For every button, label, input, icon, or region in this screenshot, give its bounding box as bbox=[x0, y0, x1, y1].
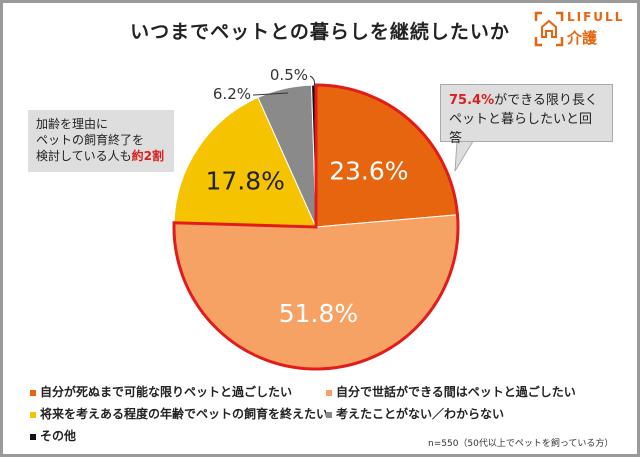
chart-title: いつまでペットとの暮らしを継続したいか bbox=[130, 21, 510, 43]
legend-label: 自分で世話ができる間はペットと過ごしたい bbox=[336, 385, 576, 399]
pie-chart: 23.6% 51.8% 17.8% 6.2% 0.5% bbox=[158, 66, 482, 371]
legend-label: 自分が死ぬまで可能な限りペットと過ごしたい bbox=[40, 385, 293, 399]
slice-label: 51.8% bbox=[279, 299, 358, 328]
callout-emphasis: 75.4% bbox=[449, 93, 495, 108]
legend-item: 将来を考えある程度の年齢でペットの飼育を終えたい bbox=[30, 405, 328, 422]
highlight-outline bbox=[172, 83, 460, 371]
leader-line bbox=[309, 75, 315, 88]
callout-line: ができる限り長く bbox=[494, 93, 598, 108]
callout-emphasis: 約2割 bbox=[131, 149, 165, 163]
legend-swatch bbox=[30, 433, 36, 440]
leader-line bbox=[252, 92, 289, 96]
legend-item: その他 bbox=[30, 427, 76, 444]
legend-swatch bbox=[30, 411, 36, 418]
house-icon bbox=[534, 11, 564, 47]
right-callout: 75.4%ができる限り長く ペットと暮らしたいと回答 bbox=[440, 84, 613, 146]
left-callout: 加齢を理由に ペットの飼育終了を 検討している人も約2割 bbox=[28, 110, 174, 172]
legend-swatch bbox=[326, 411, 332, 418]
callout-line: ペットと暮らしたいと回答 bbox=[449, 112, 593, 146]
legend-item: 自分で世話ができる間はペットと過ごしたい bbox=[326, 383, 576, 400]
callout-line: 検討している人も bbox=[36, 149, 132, 163]
logo-text: LIFULL bbox=[567, 10, 625, 24]
slice-label: 17.8% bbox=[205, 167, 284, 196]
logo-kaigo: 介護 bbox=[567, 29, 598, 47]
slice-label-outside: 6.2% bbox=[213, 85, 251, 103]
pie-slice bbox=[173, 96, 317, 228]
legend-swatch bbox=[30, 389, 36, 396]
callout-line: 加齢を理由に bbox=[36, 117, 109, 131]
legend-label: その他 bbox=[40, 429, 77, 443]
slice-label: 23.6% bbox=[329, 156, 408, 185]
legend-item: 自分が死ぬまで可能な限りペットと過ごしたい bbox=[30, 383, 292, 400]
lifull-logo: LIFULL 介護 bbox=[534, 9, 629, 49]
callout-line: ペットの飼育終了を bbox=[36, 133, 145, 147]
slice-label-outside: 0.5% bbox=[270, 66, 308, 84]
legend-label: 将来を考えある程度の年齢でペットの飼育を終えたい bbox=[40, 407, 329, 421]
legend-swatch bbox=[326, 389, 332, 396]
legend-item: 考えたことがない／わからない bbox=[326, 405, 504, 422]
legend-label: 考えたことがない／わからない bbox=[336, 407, 505, 421]
pie-slice bbox=[173, 214, 459, 370]
sample-note: n=550（50代以上でペットを飼っている方） bbox=[428, 439, 614, 449]
